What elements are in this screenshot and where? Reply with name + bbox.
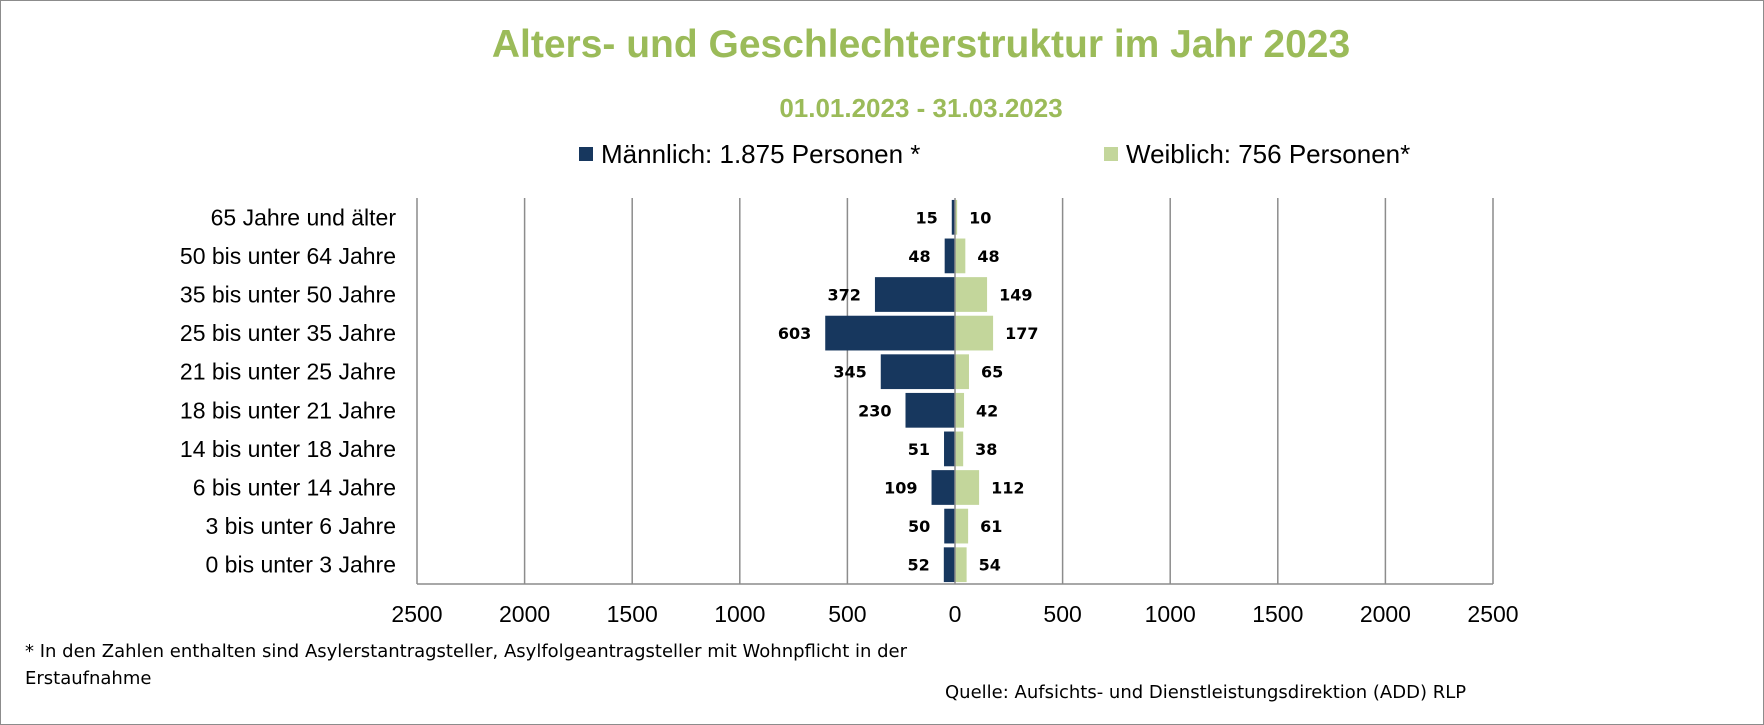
data-label-female-6: 38 — [975, 440, 997, 459]
x-tick-label-9: 2000 — [1360, 601, 1411, 627]
bar-female-0 — [955, 199, 958, 235]
data-label-female-8: 61 — [980, 517, 1002, 536]
category-label-1: 50 bis unter 64 Jahre — [180, 243, 396, 269]
data-label-male-1: 48 — [908, 247, 930, 266]
legend-label-female: Weiblich: 756 Personen* — [1126, 138, 1411, 169]
legend-label-male: Männlich: 1.875 Personen * — [601, 138, 921, 169]
x-tick-label-5: 0 — [949, 601, 962, 627]
data-label-female-9: 54 — [979, 556, 1001, 575]
bar-female-5 — [955, 392, 965, 428]
source-note: Quelle: Aufsichts- und Dienstleistungsdi… — [945, 682, 1467, 703]
bar-male-4 — [880, 354, 955, 390]
bar-male-2 — [874, 277, 955, 312]
data-label-male-0: 15 — [916, 208, 938, 227]
category-label-7: 6 bis unter 14 Jahre — [193, 475, 396, 501]
data-label-male-7: 109 — [884, 479, 917, 498]
data-label-female-7: 112 — [991, 479, 1024, 498]
bar-male-1 — [944, 238, 955, 274]
bar-female-6 — [955, 431, 964, 467]
x-tick-label-0: 2500 — [391, 601, 442, 627]
bar-male-5 — [905, 392, 955, 428]
category-label-6: 14 bis unter 18 Jahre — [180, 436, 396, 462]
x-tick-label-6: 500 — [1043, 601, 1081, 627]
category-label-0: 65 Jahre und älter — [211, 204, 397, 230]
x-tick-label-4: 500 — [828, 601, 866, 627]
data-label-male-5: 230 — [858, 401, 891, 420]
data-label-female-0: 10 — [969, 208, 991, 227]
bar-male-9 — [943, 547, 955, 583]
bar-male-8 — [944, 508, 955, 544]
data-label-male-9: 52 — [908, 556, 930, 575]
category-label-2: 35 bis unter 50 Jahre — [180, 282, 396, 308]
chart-subtitle: 01.01.2023 - 31.03.2023 — [779, 93, 1063, 123]
bar-female-2 — [955, 277, 988, 312]
bar-female-3 — [955, 315, 994, 351]
bar-female-7 — [955, 470, 980, 505]
category-label-4: 21 bis unter 25 Jahre — [180, 359, 396, 385]
data-label-female-5: 42 — [976, 401, 998, 420]
data-label-male-4: 345 — [833, 363, 866, 382]
category-label-3: 25 bis unter 35 Jahre — [180, 320, 396, 346]
category-label-8: 3 bis unter 6 Jahre — [205, 513, 396, 539]
x-tick-label-7: 1000 — [1145, 601, 1196, 627]
bar-male-7 — [931, 470, 955, 505]
category-label-5: 18 bis unter 21 Jahre — [180, 397, 396, 423]
x-tick-label-8: 1500 — [1252, 601, 1303, 627]
data-label-male-3: 603 — [778, 324, 811, 343]
chart-title: Alters- und Geschlechterstruktur im Jahr… — [491, 23, 1351, 66]
data-label-male-2: 372 — [828, 286, 861, 305]
data-label-female-1: 48 — [977, 247, 999, 266]
legend-item-female: Weiblich: 756 Personen* — [1104, 139, 1410, 169]
legend-item-male: Männlich: 1.875 Personen * — [579, 139, 920, 169]
bar-male-6 — [944, 431, 955, 467]
x-tick-label-10: 2500 — [1467, 601, 1518, 627]
data-label-male-8: 50 — [908, 517, 930, 536]
bar-female-8 — [955, 508, 969, 544]
bar-male-3 — [825, 315, 955, 351]
bar-female-4 — [955, 354, 969, 390]
data-label-female-3: 177 — [1005, 324, 1038, 343]
bar-female-9 — [955, 547, 967, 583]
x-tick-label-2: 1500 — [607, 601, 658, 627]
x-tick-label-3: 1000 — [714, 601, 765, 627]
bar-female-1 — [955, 238, 966, 274]
data-label-female-2: 149 — [999, 286, 1032, 305]
bar-male-0 — [951, 199, 955, 235]
footnote: * In den Zahlen enthalten sind Asylersta… — [25, 641, 907, 689]
legend-swatch-male — [579, 147, 593, 161]
data-label-male-6: 51 — [908, 440, 930, 459]
x-tick-label-1: 2000 — [499, 601, 550, 627]
data-label-female-4: 65 — [981, 363, 1003, 382]
category-label-9: 0 bis unter 3 Jahre — [205, 552, 396, 578]
legend-swatch-female — [1104, 147, 1118, 161]
